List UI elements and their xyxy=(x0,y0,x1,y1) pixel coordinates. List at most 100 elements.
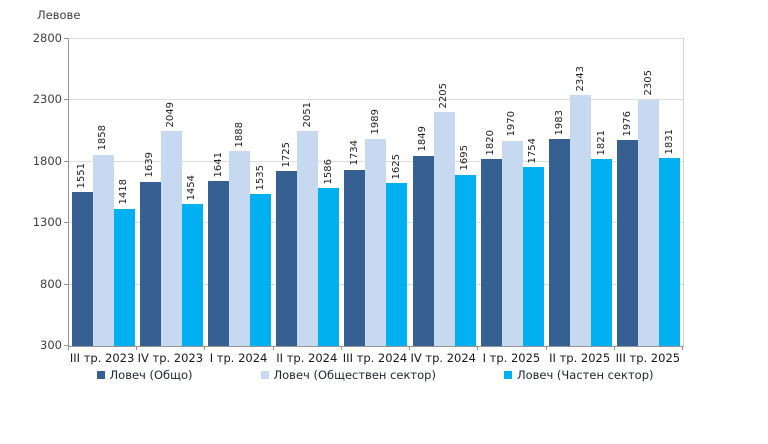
x-tick-mark xyxy=(204,346,206,350)
bar-series-1: 1734 xyxy=(344,140,366,346)
y-tick-mark xyxy=(64,38,68,39)
x-tick-mark xyxy=(682,346,683,350)
bar-series-1: 1849 xyxy=(412,126,434,346)
bar-value-label: 2305 xyxy=(642,70,654,96)
bar-value-label: 1821 xyxy=(595,129,607,156)
bar-series-3: 1754 xyxy=(522,138,544,346)
x-tick-mark xyxy=(477,346,479,350)
bar-value-label: 1535 xyxy=(254,164,266,191)
bar-series-2: 1888 xyxy=(229,122,251,346)
bar-series-1: 1820 xyxy=(480,130,502,346)
legend-item-1: Ловеч (Общо) xyxy=(96,368,193,382)
bar-value-label: 1454 xyxy=(186,174,198,201)
x-axis-label: II тр. 2025 xyxy=(549,351,611,365)
bar-series-3: 1418 xyxy=(113,179,135,346)
bar-series-1: 1983 xyxy=(549,110,571,346)
bar-value-label: 1983 xyxy=(553,109,565,136)
bar-group: 1725 2051 1586 xyxy=(274,39,342,346)
y-tick-label: 2800 xyxy=(32,31,62,45)
y-tick-mark xyxy=(64,160,68,162)
bar-series-3: 1821 xyxy=(591,130,613,346)
bar-series-2: 2049 xyxy=(160,102,182,346)
bar-series-3: 1831 xyxy=(659,129,681,346)
bar-value-label: 1641 xyxy=(212,151,224,178)
bar-group: 1641 1888 1535 xyxy=(205,39,273,346)
bar-value-label: 2051 xyxy=(301,101,313,127)
bar-group: 1551 1858 1418 xyxy=(69,39,137,346)
legend-item-3: Ловеч (Частен сектор) xyxy=(503,368,654,382)
bar-value-label: 1970 xyxy=(506,111,518,137)
bar-group: 1734 1989 1625 xyxy=(342,39,410,346)
bar-value-label: 1695 xyxy=(459,145,471,171)
y-tick-mark xyxy=(64,222,68,224)
bar-series-3: 1454 xyxy=(181,175,203,346)
bar-value-label: 1418 xyxy=(118,179,130,205)
bar-series-1: 1641 xyxy=(208,152,230,346)
x-tick-mark xyxy=(613,346,615,350)
bar-value-label: 2049 xyxy=(165,101,177,128)
x-axis-label: III тр. 2023 xyxy=(69,351,135,365)
bar-value-label: 1639 xyxy=(144,152,156,178)
bar-group: 1849 2205 1695 xyxy=(410,39,478,346)
bar-value-label: 1725 xyxy=(280,141,292,168)
bar-value-label: 1625 xyxy=(390,153,402,180)
bar-value-label: 1820 xyxy=(485,129,497,156)
bar-series-2: 2305 xyxy=(638,70,660,346)
x-axis-label: IV тр. 2023 xyxy=(137,351,204,365)
x-axis-label: III тр. 2025 xyxy=(615,351,681,365)
bar-series-1: 1551 xyxy=(71,163,93,346)
legend-item-2: Ловеч (Обществен сектор) xyxy=(260,368,436,382)
bar-value-label: 1888 xyxy=(233,121,245,147)
gridline xyxy=(69,38,683,39)
x-axis-label: III тр. 2024 xyxy=(342,351,408,365)
bar-value-label: 1551 xyxy=(76,162,88,189)
bar-value-label: 1989 xyxy=(369,109,381,135)
bar-value-label: 1586 xyxy=(322,158,334,185)
bar-group: 1983 2343 1821 xyxy=(547,39,615,346)
bar-value-label: 1849 xyxy=(417,126,429,152)
bar-group: 1639 2049 1454 xyxy=(137,39,205,346)
bar-value-label: 2205 xyxy=(438,82,450,109)
bar-series-2: 1858 xyxy=(92,125,114,346)
bar-value-label: 1976 xyxy=(621,110,633,137)
y-tick-mark xyxy=(64,283,68,285)
x-axis-label: II тр. 2024 xyxy=(276,351,338,365)
x-axis-label: I тр. 2025 xyxy=(482,351,541,365)
plot-area: 1551 1858 1418 1639 2049 1454 1641 1888 1535 1725… xyxy=(68,38,684,347)
bar-series-3: 1586 xyxy=(318,159,340,346)
x-tick-mark xyxy=(409,346,411,350)
bar-series-2: 2051 xyxy=(297,102,319,346)
legend-swatch xyxy=(96,371,105,379)
y-tick-label: 2300 xyxy=(32,92,62,107)
legend-label: Ловеч (Частен сектор) xyxy=(516,368,654,382)
x-axis-label: IV тр. 2024 xyxy=(410,351,476,365)
legend: Ловеч (Общо) Ловеч (Обществен сектор) Лове… xyxy=(68,368,682,382)
x-tick-mark xyxy=(340,346,342,350)
bar-value-label: 1831 xyxy=(663,128,675,154)
y-axis-title: Левове xyxy=(37,8,81,22)
x-tick-mark xyxy=(272,346,274,350)
y-tick-mark xyxy=(64,345,68,346)
y-tick-label: 800 xyxy=(40,276,62,291)
bar-series-1: 1639 xyxy=(139,152,161,346)
bar-series-2: 1970 xyxy=(501,111,523,346)
legend-label: Ловеч (Общо) xyxy=(109,368,193,382)
y-tick-label: 1800 xyxy=(32,153,62,168)
bar-value-label: 1734 xyxy=(348,140,360,166)
x-axis-label: I тр. 2024 xyxy=(209,351,268,365)
x-tick-mark xyxy=(545,346,547,350)
x-tick-mark xyxy=(68,346,69,350)
bar-value-label: 1754 xyxy=(527,138,539,164)
bar-series-1: 1725 xyxy=(276,142,298,346)
bar-value-label: 2343 xyxy=(574,65,586,92)
gridline xyxy=(69,99,683,101)
y-tick-label: 300 xyxy=(40,338,62,352)
bar-series-2: 2205 xyxy=(433,83,455,346)
y-tick-mark xyxy=(64,99,68,101)
bar-series-3: 1695 xyxy=(454,145,476,346)
bar-series-2: 1989 xyxy=(365,109,387,346)
bar-series-3: 1625 xyxy=(386,154,408,346)
bar-group: 1820 1970 1754 xyxy=(478,39,546,346)
legend-label: Ловеч (Обществен сектор) xyxy=(273,368,436,382)
